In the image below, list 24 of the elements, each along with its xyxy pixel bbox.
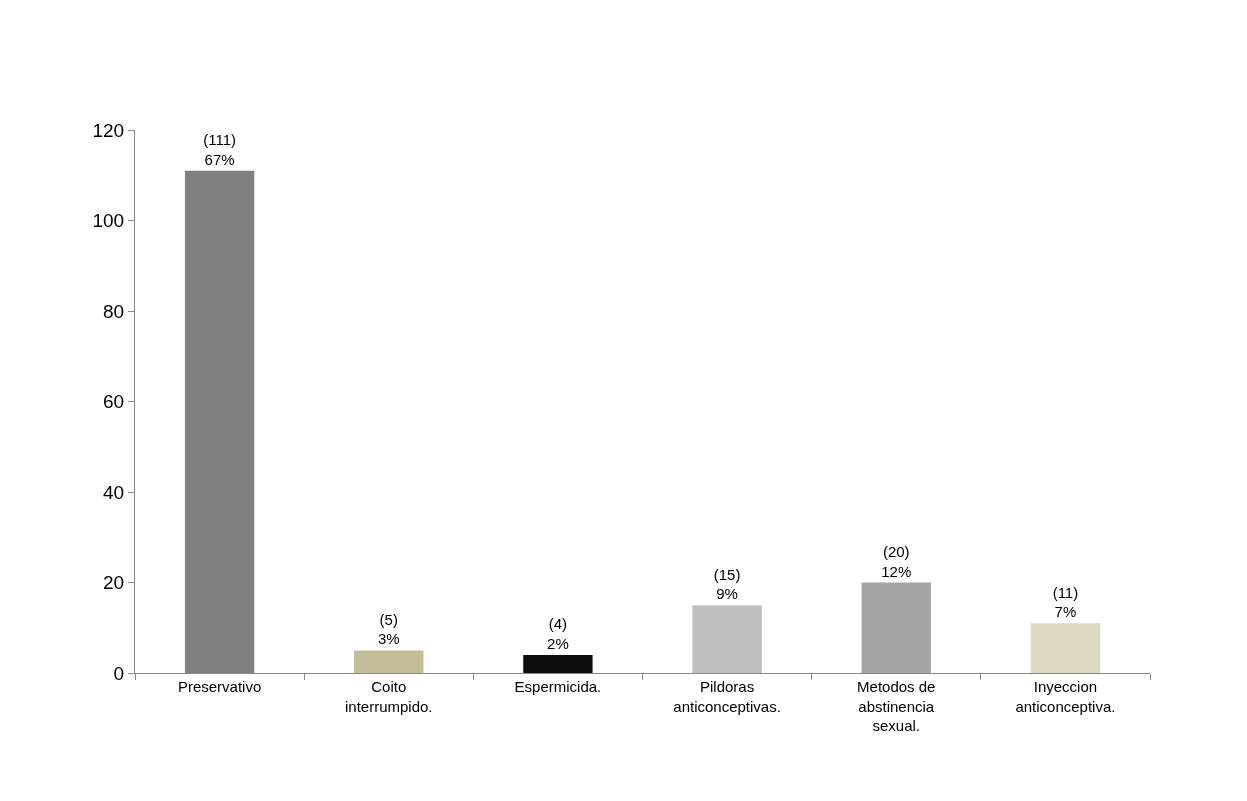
bar xyxy=(523,654,593,673)
x-tick-label: Coito interrumpido. xyxy=(344,678,433,715)
x-tick-label: Metodos de abstinencia sexual. xyxy=(857,678,936,734)
y-tick-label: 120 xyxy=(92,119,125,141)
y-tick-label: 60 xyxy=(103,391,125,413)
bar xyxy=(692,605,762,673)
x-tick-label: Preservativo xyxy=(177,678,262,695)
y-tick-label: 20 xyxy=(103,572,125,594)
x-tick-label: Pildoras anticonceptivas. xyxy=(673,678,781,715)
y-tick-label: 0 xyxy=(113,662,125,684)
y-tick-label: 80 xyxy=(103,300,125,322)
data-label: (111) 67% xyxy=(203,131,236,168)
bar xyxy=(354,650,424,673)
x-tick-label: Inyeccion anticonceptiva. xyxy=(1015,678,1116,715)
y-tick-label: 40 xyxy=(103,481,125,503)
data-label: (5) 3% xyxy=(377,610,400,648)
x-tick-label: Espermicida. xyxy=(514,678,602,695)
data-label: (15) 9% xyxy=(713,565,741,603)
data-label: (11) 7% xyxy=(1052,583,1079,621)
data-label: (4) 2% xyxy=(547,615,569,652)
bar xyxy=(861,582,931,673)
bar xyxy=(1030,623,1101,673)
data-label: (20) 12% xyxy=(881,543,912,580)
y-tick-label: 100 xyxy=(92,210,125,232)
